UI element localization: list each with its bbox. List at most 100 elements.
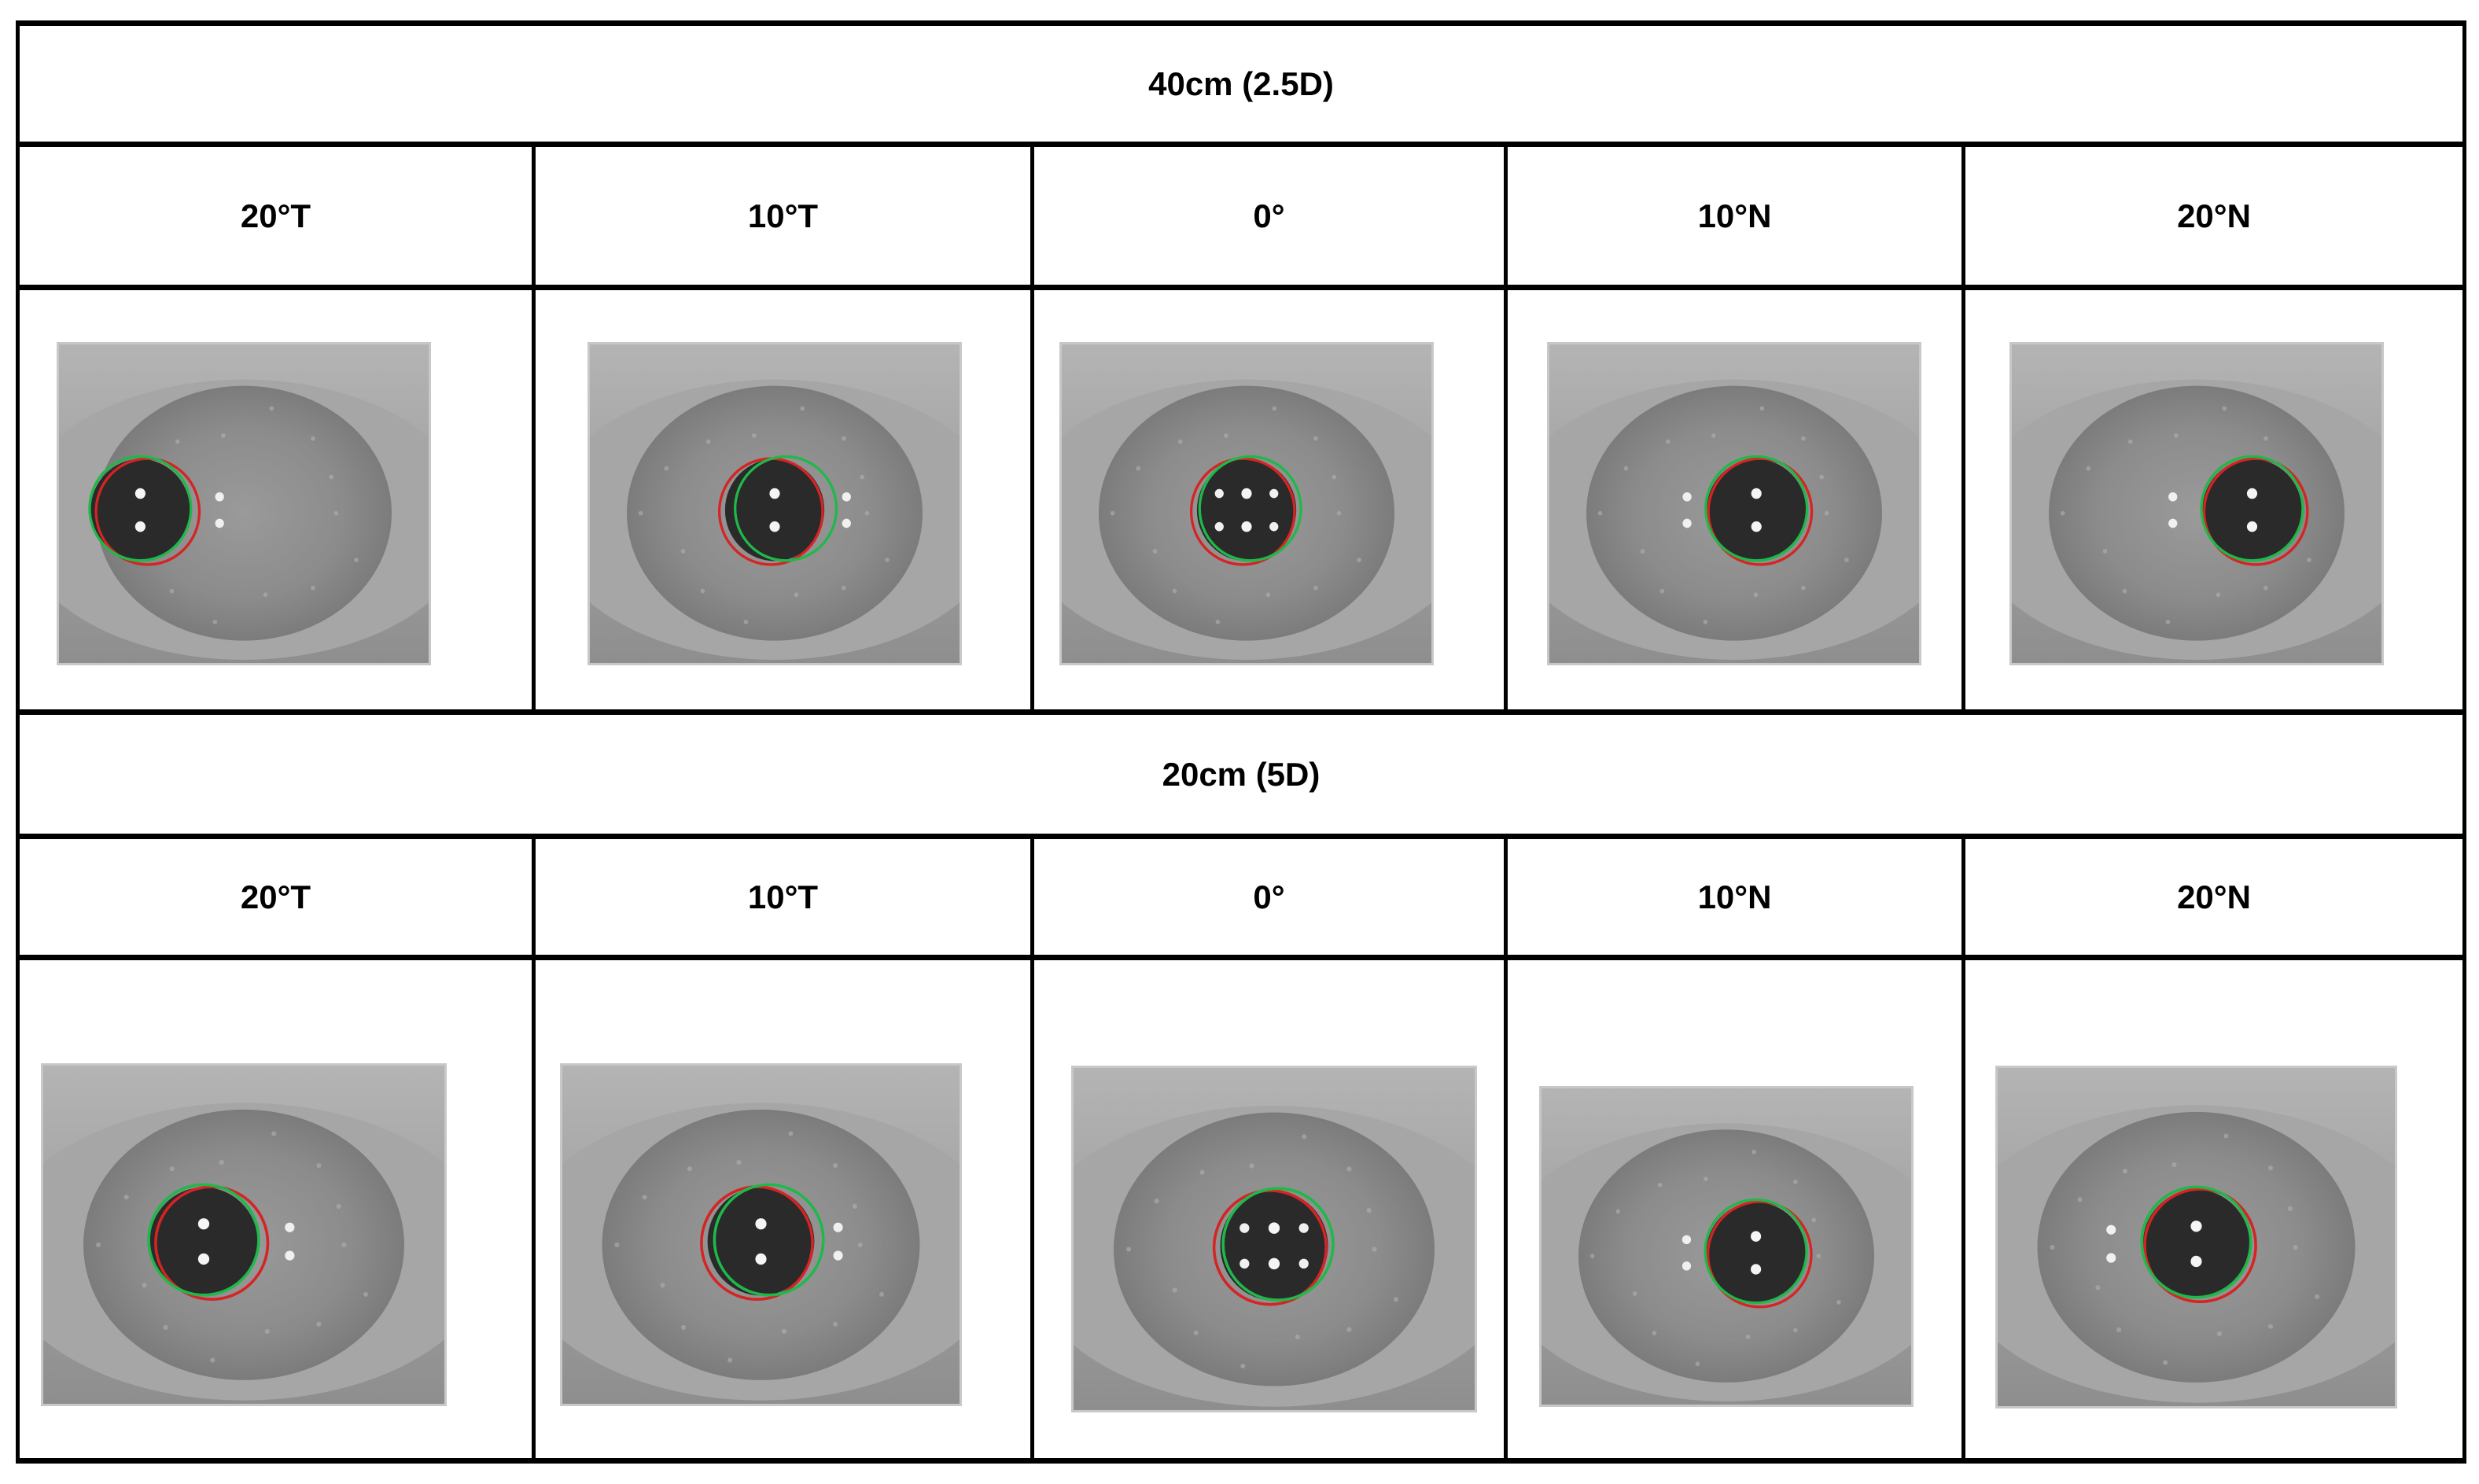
column-divider [1961,834,1965,1463]
iris-speck [212,619,218,624]
iris-speck [263,592,268,598]
corneal-glint [769,488,780,499]
column-divider [532,834,536,1463]
corneal-glint [2190,1255,2202,1268]
reflection-glint [1682,492,1692,502]
iris-speck [316,1321,322,1327]
green-fit-circle [2200,455,2304,562]
corneal-glint [769,521,780,532]
reflection-glint [842,518,851,528]
iris-speck [1249,1163,1254,1169]
pupil [2202,458,2302,562]
table-border-right [2462,20,2466,1464]
eye-image [2012,344,2381,663]
iris-speck [1665,439,1670,444]
iris-speck [1652,1331,1657,1336]
iris-speck [219,1160,224,1165]
pupil [1220,1191,1328,1301]
iris-speck [96,1242,101,1247]
corneal-glint [2246,488,2258,499]
eye-image [1998,1068,2395,1406]
iris-speck [1759,406,1765,411]
iris-speck [2222,406,2227,411]
iris-speck [1589,1254,1595,1258]
reflection-glint [2106,1224,2116,1235]
green-fit-circle [147,1183,260,1297]
reflection-glint [833,1222,843,1232]
green-fit-circle [1704,455,1809,562]
table-border-left [16,20,20,1464]
iris-speck [1136,466,1141,471]
eye-image [590,344,960,663]
eye-image-svg [1074,1068,1475,1410]
iris-speck [1177,439,1183,444]
pupil [1706,1202,1806,1304]
reflection-glint [2106,1253,2116,1263]
eye-image-svg [562,1066,960,1404]
angle-label: 20°T [240,878,311,915]
reflection-glint [1682,1261,1692,1271]
iris-speck [681,1324,687,1331]
iris-speck [2163,1360,2168,1365]
iris-speck [1819,474,1824,480]
reflection-glint [833,1250,843,1261]
iris-speck [2216,592,2221,598]
iris-speck [123,1195,129,1200]
iris-speck [1811,1217,1816,1223]
iris-speck [1346,1327,1352,1332]
iris-speck [1346,1166,1352,1172]
iris-speck [1657,1182,1663,1188]
eye-image-table: 40cm (2.5D) 20cm (5D) 20°T 10°T 0° 10°N … [16,20,2466,1464]
reflection-glint [1269,521,1279,532]
iris-speck [1844,558,1849,562]
reflection-glint [1214,521,1224,532]
iris-speck [832,1162,838,1169]
iris-speck [316,1162,322,1169]
red-fit-circle [1189,457,1296,566]
iris-speck [1711,433,1716,438]
green-fit-circle [1221,1187,1335,1302]
iris-speck [269,406,274,411]
iris-speck [169,588,175,594]
table-border-bottom [16,1458,2466,1464]
iris-speck [832,1321,838,1327]
iris-speck [2174,433,2179,438]
iris-speck [1745,1335,1751,1339]
iris-speck [2307,558,2311,562]
corneal-glint [1751,521,1762,532]
iris-speck [1240,1363,1246,1369]
iris-speck [1394,1297,1399,1302]
iris-speck [1793,1179,1798,1184]
eye-image [1062,344,1431,663]
iris-speck [700,588,705,594]
iris-speck [1126,1246,1132,1252]
iris-speck [2264,585,2268,591]
table-divider [16,834,2466,839]
green-fit-circle [713,1183,825,1297]
table-divider [16,285,2466,290]
eye-image-svg [2012,344,2381,663]
reflection-glint [1298,1223,1309,1233]
eye-image-svg [590,344,960,663]
column-divider [1030,834,1034,1463]
iris-speck [794,592,799,598]
eye-image [1549,344,1919,663]
iris-speck [864,510,870,516]
iris-speck [1753,592,1759,598]
corneal-glint [1751,1264,1762,1275]
iris-speck [336,1203,341,1209]
iris-speck [264,1328,270,1335]
corneal-glint [1268,1222,1280,1234]
iris-speck [210,1357,215,1363]
iris-speck [727,1357,733,1363]
iris-speck [363,1291,369,1297]
corneal-glint [2246,521,2258,532]
iris-speck [1302,1134,1307,1140]
angle-label: 20°N [2177,197,2251,234]
iris-speck [642,1195,647,1200]
iris-speck [687,1166,693,1172]
iris-speck [743,619,749,624]
iris-speck [1172,1287,1177,1293]
angle-label: 20°N [2177,878,2251,915]
column-divider [532,142,536,715]
